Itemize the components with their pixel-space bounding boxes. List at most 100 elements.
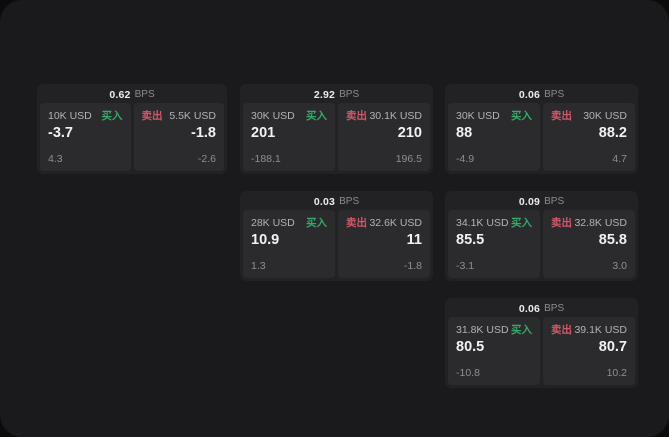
sell-panel-top: 卖出 30K USD: [551, 110, 627, 122]
buy-side-tag: 买入: [511, 324, 532, 336]
buy-amount-label: 28K USD: [251, 217, 295, 229]
buy-amount-label: 34.1K USD: [456, 217, 509, 229]
sell-panel-top: 卖出 32.8K USD: [551, 217, 627, 229]
sell-panel[interactable]: 卖出 32.6K USD 11 -1.8: [338, 210, 430, 278]
card-header: 0.06 BPS: [448, 86, 635, 103]
card-header: 0.09 BPS: [448, 193, 635, 210]
buy-side-tag: 买入: [306, 110, 327, 122]
sell-amount-label: 30.1K USD: [369, 110, 422, 122]
sell-side-tag: 卖出: [346, 217, 367, 229]
sell-price-value: 88.2: [598, 125, 627, 141]
buy-price-value: -3.7: [48, 125, 73, 141]
sell-delta-value: 4.7: [612, 153, 627, 165]
sell-delta-value: 3.0: [612, 260, 627, 272]
sell-amount-label: 39.1K USD: [574, 324, 627, 336]
quote-panels: 31.8K USD 买入 80.5 -10.8 卖出 39.1K USD 80.…: [448, 317, 635, 385]
buy-amount-label: 31.8K USD: [456, 324, 509, 336]
sell-panel[interactable]: 卖出 32.8K USD 85.8 3.0: [543, 210, 635, 278]
buy-price-value: 80.5: [456, 339, 485, 355]
buy-delta-value: 4.3: [48, 153, 63, 165]
sell-panel-top: 卖出 39.1K USD: [551, 324, 627, 336]
sell-panel[interactable]: 卖出 30K USD 88.2 4.7: [543, 103, 635, 171]
quote-card: 2.92 BPS 30K USD 买入 201 -188.1 卖出 30.1K …: [240, 84, 433, 174]
sell-panel-top: 卖出 5.5K USD: [142, 110, 217, 122]
buy-amount-label: 10K USD: [48, 110, 92, 122]
bps-spread-value: 0.03: [313, 195, 336, 208]
buy-panel-top: 30K USD 买入: [456, 110, 532, 122]
buy-delta-value: 1.3: [251, 260, 266, 272]
sell-price-value: 11: [406, 232, 422, 248]
buy-price-value: 10.9: [251, 232, 280, 248]
card-header: 0.62 BPS: [40, 86, 224, 103]
sell-delta-value: -2.6: [197, 153, 216, 165]
buy-amount-label: 30K USD: [251, 110, 295, 122]
buy-side-tag: 买入: [306, 217, 327, 229]
buy-panel-top: 34.1K USD 买入: [456, 217, 532, 229]
buy-side-tag: 买入: [511, 217, 532, 229]
bps-unit-label: BPS: [339, 89, 360, 100]
buy-panel[interactable]: 30K USD 买入 201 -188.1: [243, 103, 335, 171]
buy-panel[interactable]: 34.1K USD 买入 85.5 -3.1: [448, 210, 540, 278]
sell-side-tag: 卖出: [551, 324, 572, 336]
buy-panel-top: 28K USD 买入: [251, 217, 327, 229]
bps-unit-label: BPS: [544, 303, 565, 314]
sell-amount-label: 30K USD: [583, 110, 627, 122]
buy-price-value: 85.5: [456, 232, 485, 248]
bps-unit-label: BPS: [339, 196, 360, 207]
buy-panel-top: 31.8K USD 买入: [456, 324, 532, 336]
sell-amount-label: 5.5K USD: [169, 110, 216, 122]
sell-side-tag: 卖出: [346, 110, 367, 122]
buy-panel[interactable]: 10K USD 买入 -3.7 4.3: [40, 103, 131, 171]
bps-unit-label: BPS: [134, 89, 155, 100]
bps-unit-label: BPS: [544, 89, 565, 100]
bps-unit-label: BPS: [544, 196, 565, 207]
bps-spread-value: 0.62: [109, 88, 131, 101]
sell-panel[interactable]: 卖出 30.1K USD 210 196.5: [338, 103, 430, 171]
sell-price-value: 85.8: [598, 232, 627, 248]
bps-spread-value: 0.09: [518, 195, 541, 208]
buy-delta-value: -3.1: [456, 260, 475, 272]
card-header: 0.03 BPS: [243, 193, 430, 210]
sell-side-tag: 卖出: [551, 110, 572, 122]
card-header: 2.92 BPS: [243, 86, 430, 103]
sell-side-tag: 卖出: [141, 110, 163, 122]
buy-side-tag: 买入: [101, 110, 123, 122]
buy-price-value: 88: [456, 125, 473, 141]
sell-panel-top: 卖出 30.1K USD: [346, 110, 422, 122]
sell-price-value: -1.8: [191, 125, 216, 141]
quote-panels: 30K USD 买入 88 -4.9 卖出 30K USD 88.2 4.7: [448, 103, 635, 171]
quote-card: 0.06 BPS 31.8K USD 买入 80.5 -10.8 卖出 39.1…: [445, 298, 638, 388]
quote-panels: 10K USD 买入 -3.7 4.3 卖出 5.5K USD -1.8 -2.…: [40, 103, 224, 171]
sell-delta-value: 10.2: [606, 367, 627, 379]
buy-delta-value: -188.1: [251, 153, 281, 165]
sell-side-tag: 卖出: [551, 217, 572, 229]
quote-panels: 34.1K USD 买入 85.5 -3.1 卖出 32.8K USD 85.8…: [448, 210, 635, 278]
quote-card: 0.09 BPS 34.1K USD 买入 85.5 -3.1 卖出 32.8K…: [445, 191, 638, 281]
buy-price-value: 201: [251, 125, 276, 141]
quote-panels: 28K USD 买入 10.9 1.3 卖出 32.6K USD 11 -1.8: [243, 210, 430, 278]
sell-amount-label: 32.8K USD: [574, 217, 627, 229]
sell-amount-label: 32.6K USD: [369, 217, 422, 229]
buy-delta-value: -10.8: [456, 367, 480, 379]
bps-spread-value: 0.06: [518, 88, 541, 101]
buy-panel[interactable]: 31.8K USD 买入 80.5 -10.8: [448, 317, 540, 385]
sell-panel-top: 卖出 32.6K USD: [346, 217, 422, 229]
buy-panel-top: 10K USD 买入: [48, 110, 123, 122]
bps-spread-value: 2.92: [313, 88, 336, 101]
bps-spread-value: 0.06: [518, 302, 541, 315]
quote-card: 0.62 BPS 10K USD 买入 -3.7 4.3 卖出 5.5K USD…: [37, 84, 227, 174]
buy-side-tag: 买入: [511, 110, 532, 122]
buy-delta-value: -4.9: [456, 153, 475, 165]
buy-amount-label: 30K USD: [456, 110, 500, 122]
quote-panels: 30K USD 买入 201 -188.1 卖出 30.1K USD 210 1…: [243, 103, 430, 171]
buy-panel[interactable]: 30K USD 买入 88 -4.9: [448, 103, 540, 171]
buy-panel[interactable]: 28K USD 买入 10.9 1.3: [243, 210, 335, 278]
sell-delta-value: -1.8: [403, 260, 422, 272]
sell-delta-value: 196.5: [395, 153, 422, 165]
quote-card: 0.06 BPS 30K USD 买入 88 -4.9 卖出 30K USD 8…: [445, 84, 638, 174]
sell-panel[interactable]: 卖出 39.1K USD 80.7 10.2: [543, 317, 635, 385]
sell-panel[interactable]: 卖出 5.5K USD -1.8 -2.6: [133, 103, 224, 171]
buy-panel-top: 30K USD 买入: [251, 110, 327, 122]
quote-card: 0.03 BPS 28K USD 买入 10.9 1.3 卖出 32.6K US…: [240, 191, 433, 281]
